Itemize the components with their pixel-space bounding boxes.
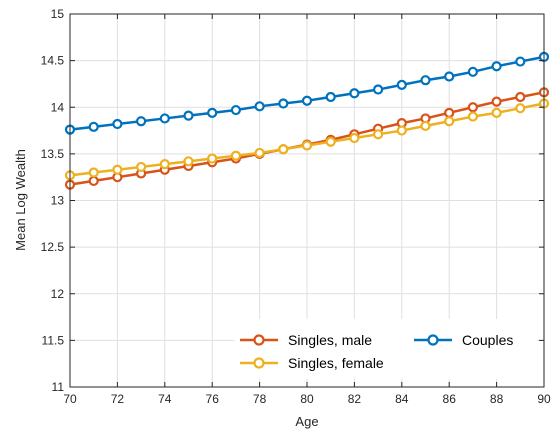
data-point-singles-female [183,156,194,167]
data-point-couples [420,75,431,86]
data-point-couples [230,104,241,116]
data-point-singles-female [467,111,478,122]
data-point-singles-female [159,159,170,170]
data-point-couples [254,101,265,112]
data-point-singles-female [491,107,502,118]
y-tick-label: 15 [51,7,65,21]
legend-entry-singles-female: Singles, female [240,355,384,371]
x-tick-label: 78 [253,392,267,406]
data-point-singles-female [373,129,384,140]
data-point-singles-female [515,103,526,114]
data-point-couples [325,91,336,103]
data-point-singles-male [444,107,455,118]
data-point-singles-female [325,136,336,147]
data-point-couples [183,110,194,121]
y-tick-label: 13.5 [41,147,65,161]
legend-marker-singles-male [253,334,265,346]
legend-box [234,319,537,379]
legend-marker-couples [427,334,439,346]
data-point-singles-female [444,116,455,127]
x-axis-label: Age [295,414,318,429]
y-tick-label: 14 [51,100,65,114]
data-point-couples [136,116,147,127]
legend: Singles, male Couples Singles, female [234,319,537,379]
data-point-singles-female [254,147,265,159]
data-point-singles-female [301,140,313,151]
x-tick-label: 88 [490,392,504,406]
data-point-singles-male [491,96,502,107]
data-point-singles-female [230,150,241,161]
data-point-singles-male [467,102,478,113]
data-point-singles-female [112,164,123,175]
x-axis: 70 72 74 76 78 80 82 84 86 88 90 [63,14,551,406]
data-point-couples [88,121,99,132]
x-tick-label: 80 [300,392,314,406]
data-point-singles-female [278,144,289,155]
legend-label-singles-female: Singles, female [288,355,384,371]
legend-entry-couples: Couples [414,332,513,348]
x-tick-label: 76 [206,392,220,406]
x-tick-label: 74 [158,392,172,406]
data-point-couples [112,118,123,130]
legend-marker-singles-female [253,357,265,369]
y-axis-label: Mean Log Wealth [13,149,28,251]
legend-label-singles-male: Singles, male [288,332,372,348]
y-tick-label: 14.5 [41,54,65,68]
data-point-singles-female [207,153,218,164]
data-point-couples [444,71,455,82]
y-axis: 11 11.5 12 12.5 13 13.5 14 14.5 15 [41,7,544,394]
data-point-couples [491,61,502,72]
data-point-couples [301,95,313,106]
data-point-couples [467,66,478,77]
data-point-couples [349,88,360,99]
x-tick-label: 84 [395,392,409,406]
data-point-couples [373,84,384,95]
x-tick-label: 72 [111,392,125,406]
y-tick-label: 11 [52,380,65,394]
x-tick-label: 86 [443,392,457,406]
y-tick-label: 12 [51,287,65,301]
data-point-singles-female [88,167,99,178]
data-point-singles-male [515,91,526,103]
y-tick-label: 13 [51,194,65,208]
data-point-singles-male [88,175,99,187]
series-layer [64,51,550,190]
series-couples [64,51,550,135]
y-tick-label: 12.5 [41,240,65,254]
data-point-singles-female [349,132,360,144]
data-point-couples [396,79,407,90]
data-point-couples [515,56,526,67]
y-tick-label: 11.5 [42,333,65,347]
data-point-couples [278,98,289,109]
data-point-singles-female [136,161,147,173]
data-point-singles-female [396,125,407,136]
legend-entry-singles-male: Singles, male [240,332,372,348]
data-point-couples [207,107,218,118]
x-tick-label: 82 [348,392,362,406]
x-tick-label: 90 [537,392,551,406]
data-point-singles-female [420,120,431,132]
legend-label-couples: Couples [462,332,513,348]
data-point-couples [159,113,170,124]
x-tick-label: 70 [63,392,77,406]
